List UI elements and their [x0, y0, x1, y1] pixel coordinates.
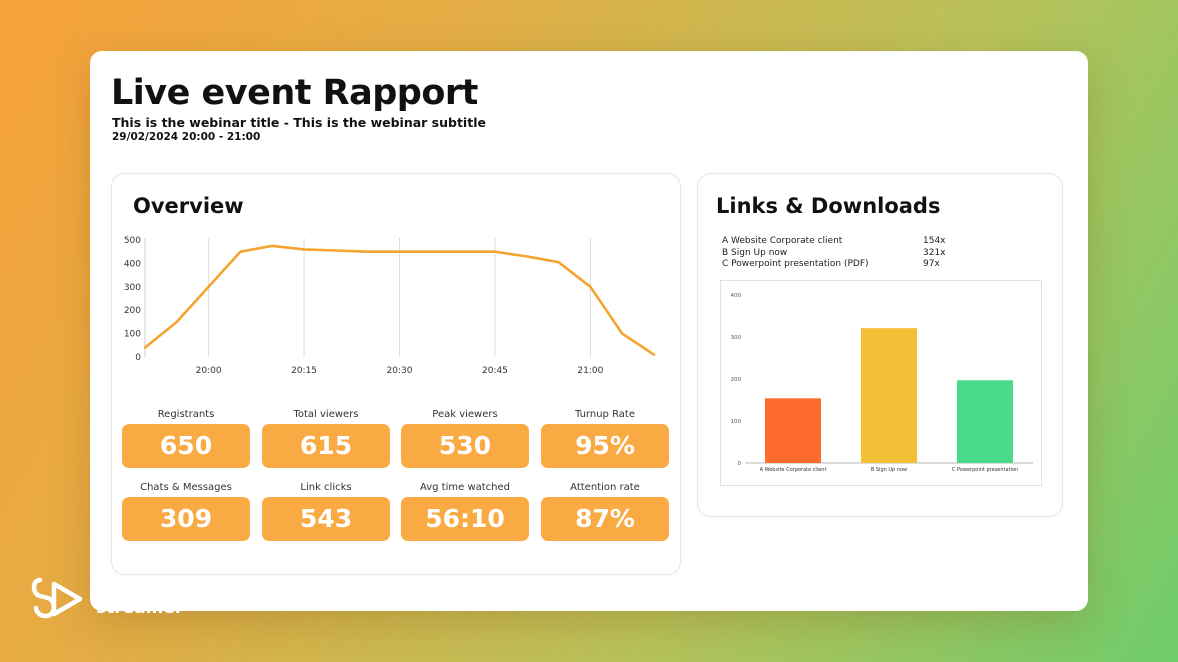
- logo-text-live: live: [96, 580, 131, 600]
- x-tick-label: 20:15: [291, 366, 317, 376]
- bar: [861, 328, 917, 463]
- line-point: [398, 250, 401, 253]
- link-count: 321x: [923, 247, 946, 258]
- stat-value: 56:10: [401, 497, 529, 541]
- link-name: B Sign Up now: [722, 247, 788, 258]
- stat-label: Link clicks: [300, 482, 352, 493]
- link-name: C Powerpoint presentation (PDF): [722, 259, 869, 269]
- y-tick-label: 500: [124, 236, 141, 246]
- stat-label: Attention rate: [570, 482, 640, 493]
- links-panel: Links & Downloads A Website Corporate cl…: [697, 173, 1063, 517]
- y-tick-label: 0: [135, 353, 141, 363]
- stat-value: 309: [122, 497, 250, 541]
- line-point: [525, 255, 528, 258]
- links-title: Links & Downloads: [716, 194, 941, 218]
- stat-value: 530: [401, 424, 529, 468]
- y-tick-label: 400: [124, 259, 141, 269]
- x-tick-label: C Powerpoint presentation: [952, 467, 1018, 473]
- line-point: [366, 250, 369, 253]
- line-point: [176, 321, 178, 323]
- viewers-line-chart: 20:00 20:15 20:30 20:45 21:00 0 100 200 300 400 50…: [124, 236, 656, 376]
- y-tick-label: 200: [124, 306, 141, 316]
- x-tick-label: B Sign Up now: [871, 467, 907, 473]
- y-tick-label: 0: [738, 461, 742, 467]
- link-row[interactable]: B Sign Up now 321x: [722, 248, 1022, 260]
- report-card: Live event Rapport This is the webinar t…: [90, 51, 1088, 611]
- stat-card: Avg time watched 56:10: [401, 481, 529, 545]
- links-list: A Website Corporate client 154x B Sign Up …: [722, 236, 1022, 271]
- stat-label: Chats & Messages: [140, 482, 232, 493]
- y-tick-label: 400: [731, 293, 742, 299]
- stat-label: Peak viewers: [432, 409, 498, 420]
- link-row[interactable]: C Powerpoint presentation (PDF) 97x: [722, 259, 1022, 271]
- stat-value: 650: [122, 424, 250, 468]
- link-count: 97x: [923, 259, 940, 269]
- line-point: [430, 250, 433, 253]
- line-point: [335, 249, 337, 252]
- line-point: [207, 286, 210, 288]
- y-tick-label: 100: [124, 330, 141, 340]
- link-count: 154x: [923, 236, 946, 246]
- line-point: [494, 250, 496, 253]
- x-tick-label: 20:00: [196, 366, 222, 376]
- overview-title: Overview: [133, 194, 244, 218]
- line-point: [144, 346, 146, 349]
- stat-card: Attention rate 87%: [541, 481, 669, 545]
- line-point: [621, 332, 623, 335]
- live-streamer-logo-icon: [31, 577, 83, 619]
- logo-text-streamer: streamer: [96, 598, 184, 618]
- stat-label: Turnup Rate: [575, 409, 635, 420]
- overview-panel: Overview 20:00 20:15 20:30 20:45 21:00 0 100 20…: [111, 173, 681, 575]
- y-tick-label: 300: [124, 283, 141, 293]
- x-tick-label: 21:00: [577, 366, 603, 376]
- stat-card: Turnup Rate 95%: [541, 408, 669, 472]
- line-point: [271, 245, 274, 247]
- link-clicks-bar-chart: 0 100 200 300 400 A Website Corporate client B…: [731, 293, 1033, 473]
- stat-label: Registrants: [157, 409, 215, 420]
- stat-card: Chats & Messages 309: [122, 481, 250, 545]
- link-name: A Website Corporate client: [722, 236, 843, 246]
- stat-card: Total viewers 615: [262, 408, 390, 472]
- event-datetime: 29/02/2024 20:00 - 21:00: [112, 131, 261, 143]
- stat-card: Link clicks 543: [262, 481, 390, 545]
- stat-card: Registrants 650: [122, 408, 250, 472]
- y-tick-label: 100: [731, 419, 742, 425]
- webinar-subtitle: This is the webinar title - This is the …: [112, 115, 486, 130]
- page-title: Live event Rapport: [111, 73, 478, 113]
- y-tick-label: 300: [731, 335, 742, 341]
- stat-value: 543: [262, 497, 390, 541]
- stat-value: 87%: [541, 497, 669, 541]
- line-point: [557, 261, 560, 264]
- line-point: [589, 286, 592, 288]
- live-streamer-logo: live streamer: [30, 574, 210, 630]
- bar: [957, 380, 1013, 463]
- x-tick-label: 20:30: [387, 366, 413, 376]
- link-row[interactable]: A Website Corporate client 154x: [722, 236, 1022, 248]
- line-point: [239, 250, 242, 253]
- link-clicks-bar-chart-frame: 0 100 200 300 400 A Website Corporate client B…: [720, 280, 1042, 486]
- line-point: [653, 353, 655, 356]
- line-point: [462, 250, 464, 253]
- y-tick-label: 200: [731, 377, 742, 383]
- bar: [765, 398, 821, 463]
- stat-card: Peak viewers 530: [401, 408, 529, 472]
- x-tick-label: 20:45: [482, 366, 508, 376]
- x-tick-label: A Website Corporate client: [760, 467, 827, 473]
- stat-label: Total viewers: [293, 409, 359, 420]
- stat-value: 95%: [541, 424, 669, 468]
- stat-value: 615: [262, 424, 390, 468]
- line-point: [303, 248, 305, 251]
- stat-label: Avg time watched: [419, 482, 511, 493]
